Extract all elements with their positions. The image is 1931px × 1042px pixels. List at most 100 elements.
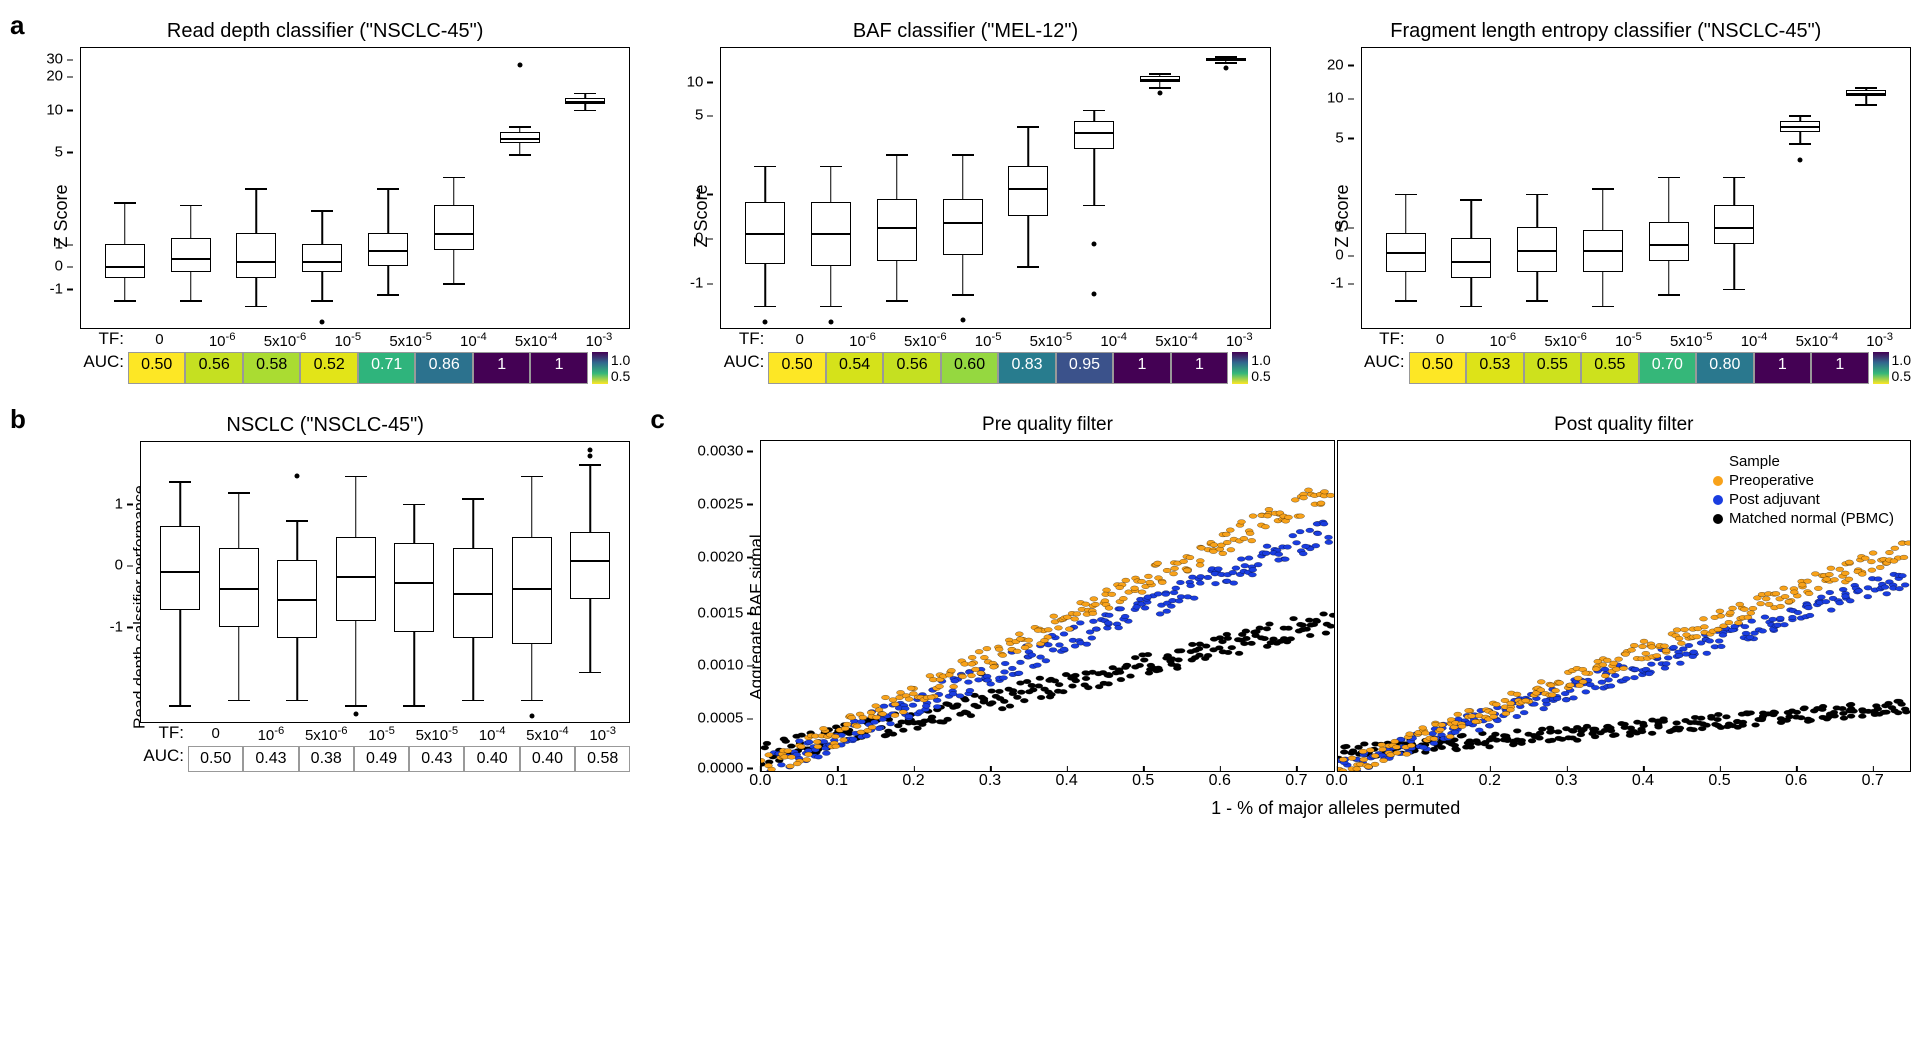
tf-category: 5x10-6 (894, 331, 957, 350)
box-column (151, 442, 210, 722)
auc-cell: 0.56 (185, 352, 242, 384)
chart-title: NSCLC ("NSCLC-45") (20, 414, 630, 437)
y-tick: 0 (1335, 247, 1343, 264)
y-tick: 1 (695, 185, 703, 202)
auc-cell: 0.71 (358, 352, 415, 384)
tf-row-label: TF: (720, 329, 768, 349)
auc-cell: 0.38 (299, 746, 354, 772)
y-axis-label: Z Score (1332, 184, 1353, 247)
auc-cell: 0.52 (300, 352, 357, 384)
auc-cell: 0.53 (1466, 352, 1523, 384)
box-column (995, 48, 1061, 328)
panel-a-readdepth: a Read depth classifier ("NSCLC-45") Z S… (20, 20, 630, 384)
auc-cell: 0.50 (128, 352, 185, 384)
box-column (1127, 48, 1193, 328)
auc-cell: 0.60 (941, 352, 998, 384)
tf-category: 0 (1409, 331, 1472, 350)
tf-category: 10-6 (1471, 331, 1534, 350)
auc-cell: 0.95 (1056, 352, 1113, 384)
auc-cell: 0.40 (520, 746, 575, 772)
y-tick: 0.0010 (697, 657, 743, 674)
boxplot-frame: 2010510-1 (1361, 47, 1911, 329)
box-column (487, 48, 553, 328)
auc-row-label: AUC: (80, 352, 128, 384)
auc-cell: 0.49 (354, 746, 409, 772)
auc-cell: 1 (1811, 352, 1868, 384)
box-column (864, 48, 930, 328)
x-tick: 0.6 (1209, 772, 1231, 790)
auc-row-label: AUC: (1361, 352, 1409, 384)
tf-row: 010-65x10-610-55x10-510-45x10-410-3 (128, 331, 630, 350)
chart-title: Fragment length entropy classifier ("NSC… (1301, 20, 1911, 43)
scatter-svg-pre (761, 441, 1333, 771)
x-tick: 0.2 (1479, 772, 1501, 790)
scatter-post: Post quality filter Sample PreoperativeP… (1337, 414, 1911, 794)
y-tick: 20 (46, 68, 63, 85)
colorbar-top: 1.0 (1251, 352, 1270, 368)
tf-category: 10-6 (831, 331, 894, 350)
auc-cell: 0.50 (188, 746, 243, 772)
y-tick: 30 (46, 51, 63, 68)
x-tick: 0.0 (749, 772, 771, 790)
box-column (1767, 48, 1833, 328)
tf-category: 5x10-4 (520, 725, 575, 744)
colorbar-top: 1.0 (1892, 352, 1911, 368)
y-tick: -1 (690, 275, 703, 292)
x-tick: 0.1 (1402, 772, 1424, 790)
auc-cell: 0.50 (768, 352, 825, 384)
y-tick: 10 (46, 101, 63, 118)
auc-cell: 0.43 (409, 746, 464, 772)
y-tick: -1 (110, 618, 123, 635)
chart-title: BAF classifier ("MEL-12") (660, 20, 1270, 43)
tf-category: 5x10-6 (299, 725, 354, 744)
tf-category: 10-4 (442, 331, 505, 350)
y-tick: 5 (1335, 129, 1343, 146)
legend-item: Matched normal (PBMC) (1713, 510, 1894, 527)
x-ticks: 0.00.10.20.30.40.50.60.7 (1337, 772, 1911, 794)
boxplot-area (1362, 48, 1910, 328)
tf-category: 5x10-5 (379, 331, 442, 350)
legend-title: Sample (1729, 453, 1894, 470)
auc-cells: 0.500.560.580.520.710.8611 (128, 352, 588, 384)
figure: a Read depth classifier ("NSCLC-45") Z S… (20, 20, 1911, 819)
subtitle: Post quality filter (1337, 414, 1911, 436)
tf-row: 010-65x10-610-55x10-510-45x10-410-3 (768, 331, 1270, 350)
tf-category: 10-6 (243, 725, 298, 744)
box-column (92, 48, 158, 328)
box-column (732, 48, 798, 328)
y-tick: 0.0025 (697, 495, 743, 512)
x-tick: 0.5 (1708, 772, 1730, 790)
auc-cells: 0.500.540.560.600.830.9511 (768, 352, 1228, 384)
y-tick: 5 (55, 143, 63, 160)
tf-row: 010-65x10-610-55x10-510-45x10-410-3 (1409, 331, 1911, 350)
auc-cell: 0.55 (1581, 352, 1638, 384)
tf-category: 10-3 (568, 331, 631, 350)
tf-category: 5x10-6 (1534, 331, 1597, 350)
tf-category: 10-3 (1848, 331, 1911, 350)
y-tick: 1 (55, 236, 63, 253)
auc-cell: 1 (530, 352, 587, 384)
y-tick: 0 (695, 230, 703, 247)
legend-item: Post adjuvant (1713, 491, 1894, 508)
auc-cell: 0.80 (1696, 352, 1753, 384)
box-column (209, 442, 268, 722)
tf-category: 10-6 (191, 331, 254, 350)
auc-cell: 0.58 (575, 746, 630, 772)
auc-cell: 1 (1754, 352, 1811, 384)
panel-label-a: a (10, 10, 24, 41)
colorbar: 1.0 0.5 (592, 352, 630, 384)
scatter-pair: Pre quality filter 0.00300.00250.00200.0… (760, 414, 1911, 794)
y-tick: 0.0020 (697, 548, 743, 565)
x-tick: 0.7 (1862, 772, 1884, 790)
box-column (1702, 48, 1768, 328)
tf-category: 0 (188, 725, 243, 744)
y-tick: 0.0030 (697, 442, 743, 459)
y-tick: 10 (1327, 90, 1344, 107)
tf-category: 10-4 (464, 725, 519, 744)
panel-a-fraglen: Fragment length entropy classifier ("NSC… (1301, 20, 1911, 384)
colorbar-bottom: 0.5 (1892, 368, 1911, 384)
box-column (1636, 48, 1702, 328)
auc-cell: 0.58 (243, 352, 300, 384)
tf-category: 0 (768, 331, 831, 350)
legend-items: PreoperativePost adjuvantMatched normal … (1713, 472, 1894, 527)
